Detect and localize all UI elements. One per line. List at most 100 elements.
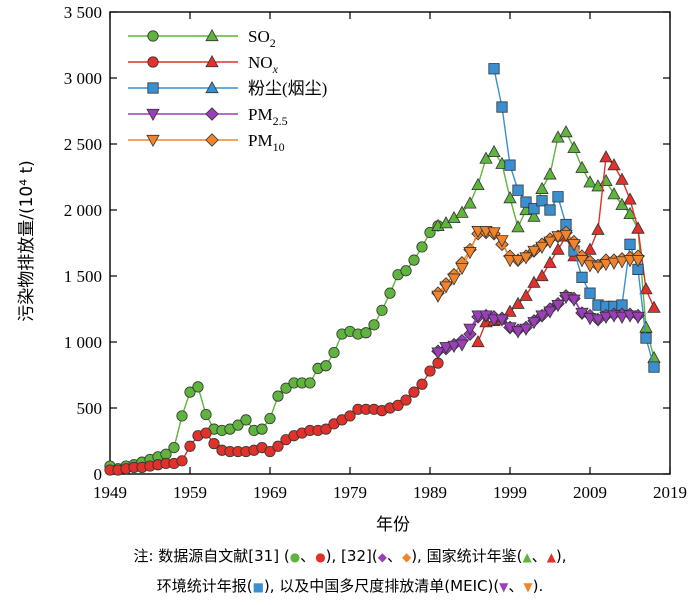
legend-marker [146,108,160,122]
data-point [624,238,636,250]
legend-marker [205,80,219,94]
x-tick-label: 1979 [333,483,367,502]
data-point [639,282,653,295]
legend-label-subscript: 10 [273,140,285,154]
data-point [471,226,485,239]
data-point [447,340,461,353]
y-tick-label: 2 500 [64,135,102,154]
note-sep1: 、 [300,547,316,565]
data-point [447,273,461,286]
legend-item: PM10 [128,131,285,154]
legend-label-subscript: 2.5 [273,114,288,128]
data-point [200,427,212,439]
note-mid1: ), [32]( [325,547,378,565]
data-point [232,419,244,431]
data-point [583,242,597,255]
data-point [520,196,532,208]
data-point [471,334,485,348]
data-point [527,317,541,330]
data-point [463,196,477,209]
data-point [487,314,501,327]
data-point [543,306,557,319]
data-point [583,175,597,188]
data-point [408,254,420,266]
chart: 1949 1959 1969 1979 1989 1999 2009 2019 0 500 1 00… [17,3,687,535]
legend-marker [146,134,160,148]
data-point [488,63,500,75]
data-point [567,294,581,307]
y-tick-label: 3 500 [64,3,102,22]
series-line [437,131,655,358]
data-point [519,288,533,301]
data-point [615,256,629,269]
note-sep4: 、 [508,577,524,595]
series-layer [104,63,661,476]
x-axis-title: 年份 [376,515,410,535]
note-sep3: 、 [531,547,547,565]
data-point [527,275,541,288]
marker-circle-green-icon: ● [289,550,301,564]
data-point [264,445,276,458]
data-point [607,158,621,171]
legend-label-main: 粉尘(烟尘) [248,79,327,98]
note-mid2: ), 国家统计年鉴( [411,547,523,565]
data-point [503,191,517,204]
marker-downtriangle-purple-icon: ▼ [499,580,509,594]
data-point [184,440,196,452]
data-point [496,101,508,113]
data-point [192,381,204,393]
data-point [280,382,292,394]
data-point [544,204,556,216]
note-line2-prefix: 环境统计年报( [156,577,253,595]
data-point [599,173,613,187]
data-point [527,245,541,258]
data-point [439,281,453,294]
legend-label-main: NO [248,53,273,72]
data-point [320,423,332,435]
data-point [567,140,581,154]
data-point [400,265,412,277]
data-point [607,257,621,270]
data-point [527,209,541,222]
data-point [575,160,589,173]
data-point [511,326,525,339]
data-point [208,438,220,450]
data-point [264,412,276,425]
data-point [640,332,652,344]
data-point [320,360,332,372]
data-point [552,191,564,203]
y-tick-label: 1 000 [64,333,102,352]
data-point [623,192,637,205]
legend-label: PM10 [248,131,285,154]
data-point [392,399,404,411]
legend-label-subscript: x [272,62,279,76]
data-point [272,440,284,452]
y-tick-label: 500 [77,399,103,418]
data-point [176,410,188,422]
series-NOx-circle [104,357,444,476]
data-point [607,187,621,200]
x-tick-label: 2019 [653,483,687,502]
data-point [416,241,428,253]
data-point [479,151,493,164]
data-point [535,181,549,194]
data-point [368,319,380,331]
data-point [535,268,549,282]
marker-circle-red-icon: ● [315,550,326,564]
marker-downtriangle-orange-icon: ▼ [523,580,533,594]
legend-item: PM2.5 [128,105,288,128]
note-end2: ). [532,577,544,595]
y-tick-label: 2 000 [64,201,102,220]
marker-triangle-red-icon: ▲ [546,550,556,564]
x-tick-label: 1989 [413,483,447,502]
source-note-line2: 环境统计年报(■), 以及中国多尺度排放清单(MEIC)(▼、▼). [0,575,700,596]
data-point [487,144,501,158]
axes: 1949 1959 1969 1979 1989 1999 2009 2019 0 500 1 00… [64,3,687,502]
data-point [591,222,605,235]
data-point [503,304,517,317]
marker-triangle-green-icon: ▲ [522,550,532,564]
data-point [536,195,548,207]
data-point [631,221,645,234]
data-point [519,252,533,265]
